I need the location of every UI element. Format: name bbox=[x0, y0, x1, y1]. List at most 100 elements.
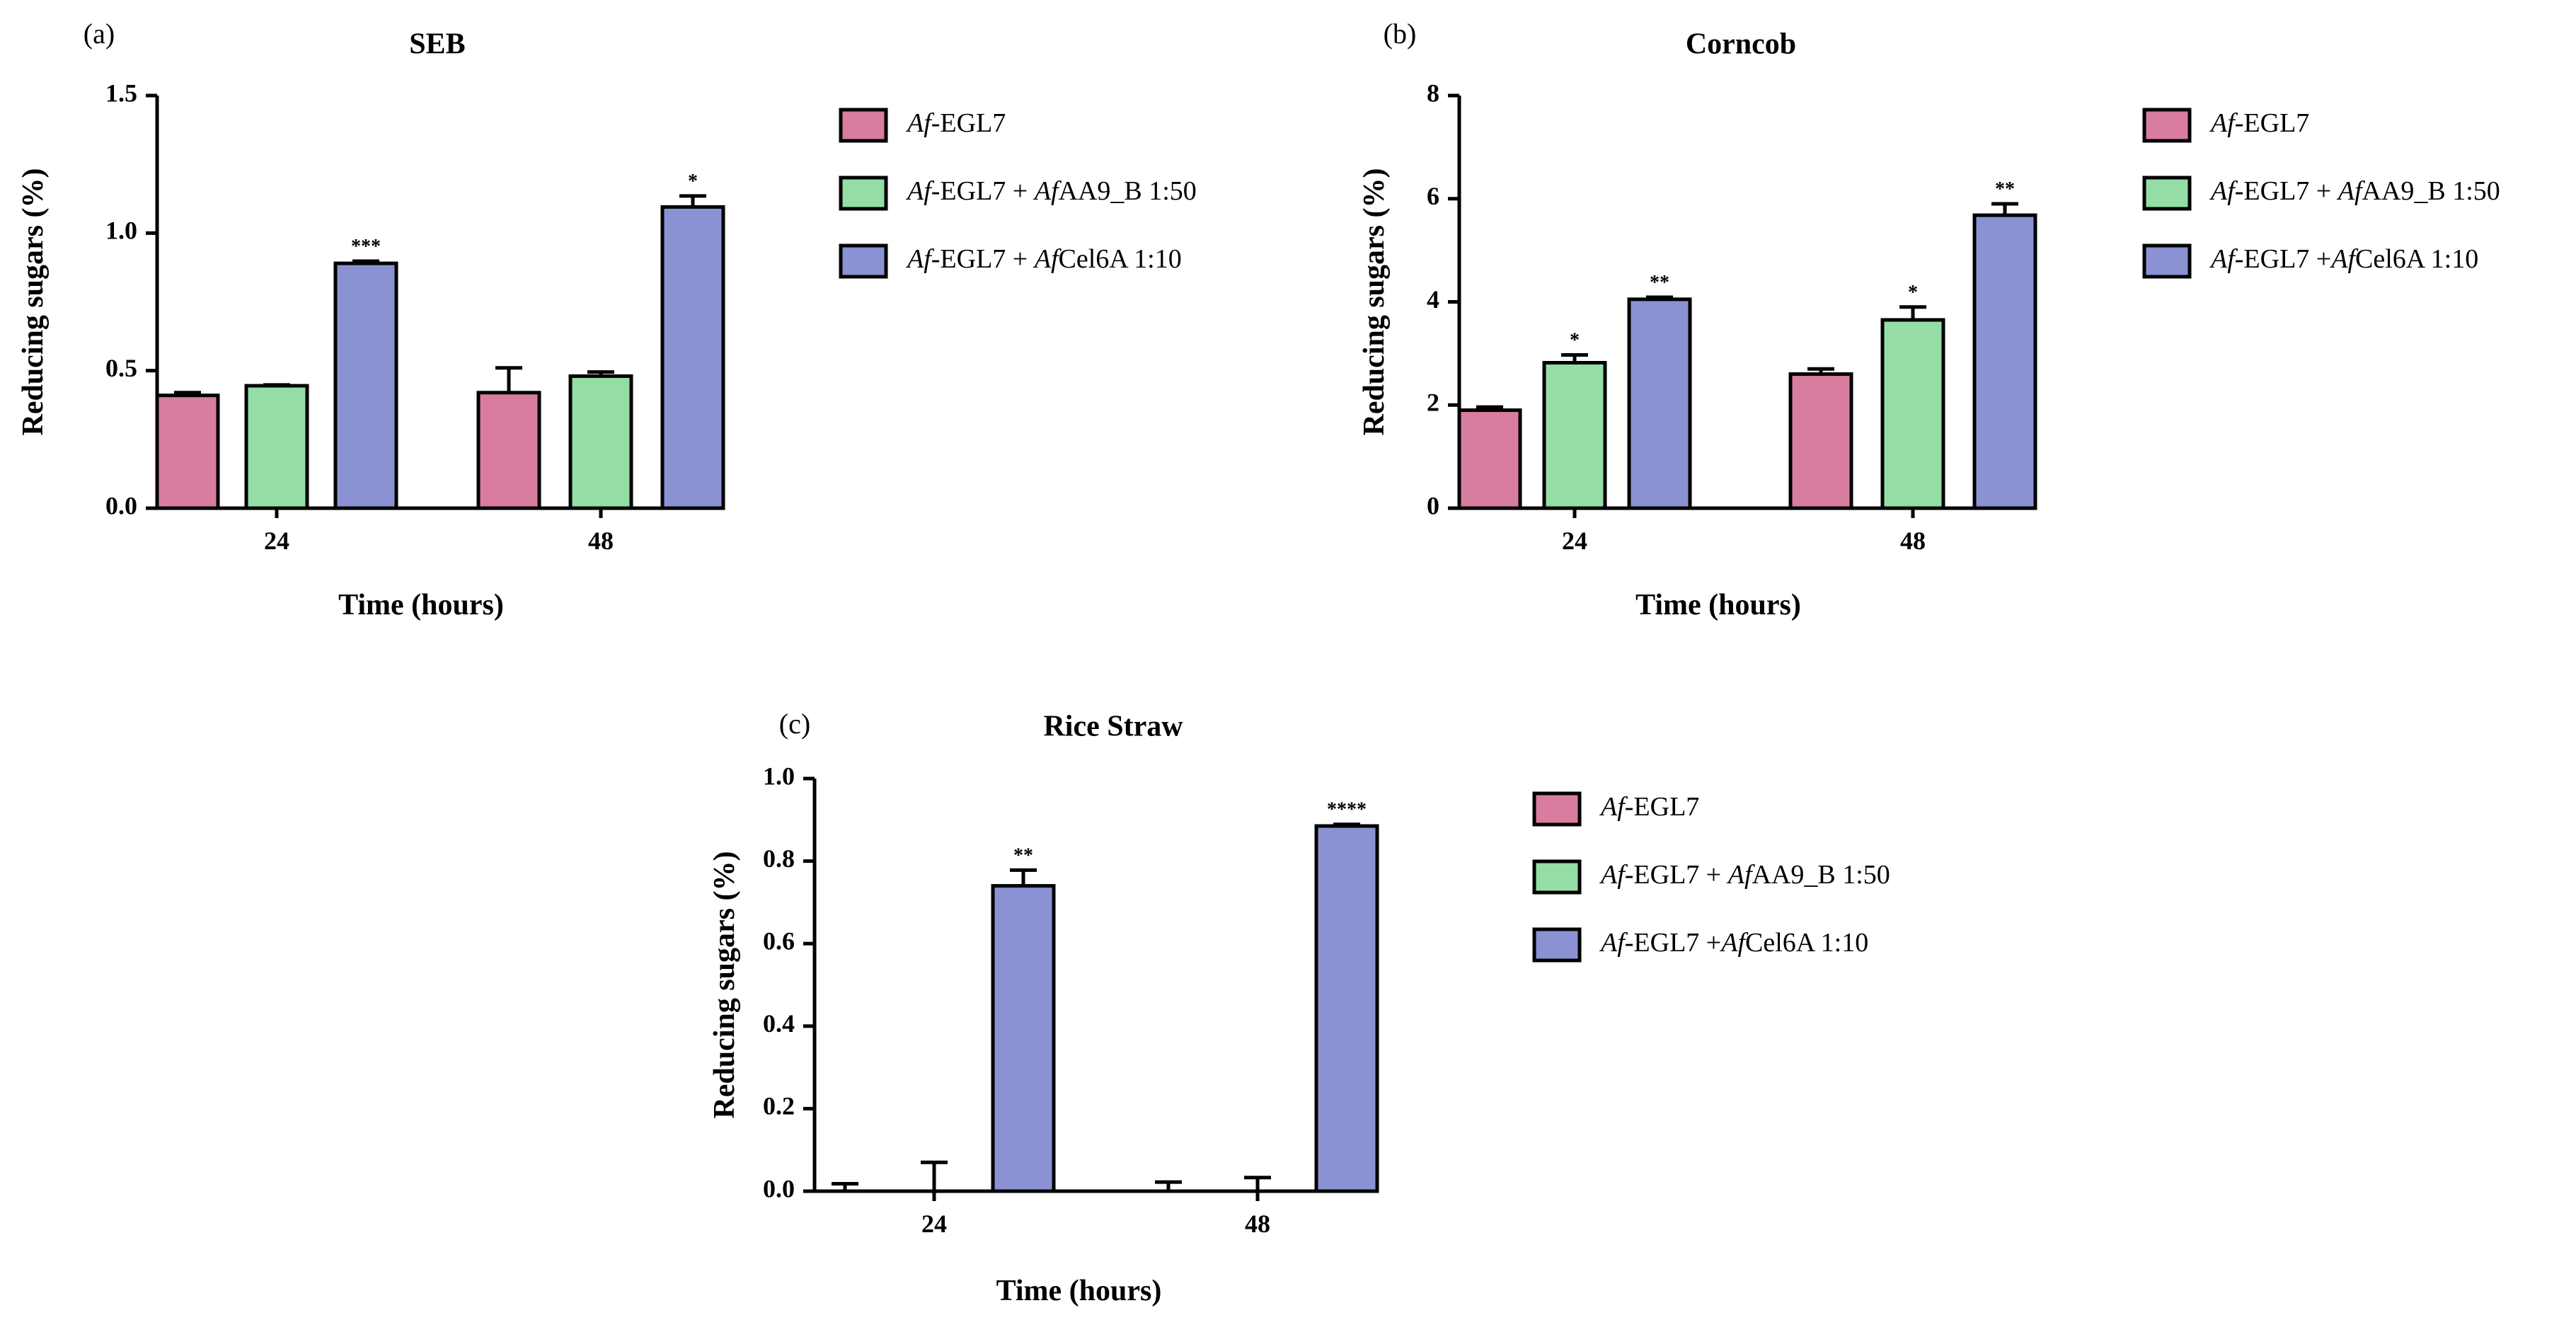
legend-label-1: Af-EGL7 bbox=[2209, 108, 2309, 138]
legend-text-part: -EGL7 + bbox=[1625, 860, 1728, 890]
legend-label-1: Af-EGL7 bbox=[905, 108, 1006, 138]
significance-marker: ** bbox=[1650, 272, 1669, 294]
significance-marker: ** bbox=[1013, 844, 1033, 866]
bar-1-48 bbox=[476, 391, 541, 510]
legend-italic-part: Af bbox=[2336, 176, 2365, 206]
legend-italic-part: Af bbox=[1033, 244, 1062, 274]
legend-text-part: -EGL7 + bbox=[2235, 176, 2338, 206]
legend-italic-part: Af bbox=[2209, 244, 2238, 274]
x-tick-label: 48 bbox=[1900, 527, 1926, 555]
y-tick-label: 0 bbox=[1427, 491, 1439, 520]
bar-1-24 bbox=[1457, 408, 1522, 510]
bar-3-24 bbox=[1627, 297, 1692, 510]
significance-marker: *** bbox=[351, 236, 381, 258]
legend-italic-part: Af bbox=[1599, 792, 1628, 822]
bar-2-24 bbox=[244, 384, 309, 510]
bar-2-48 bbox=[568, 374, 633, 510]
legend-italic-part: Af bbox=[905, 176, 934, 206]
y-tick-label: 6 bbox=[1427, 182, 1439, 210]
bar-1-24 bbox=[155, 394, 220, 510]
legend-italic-part: Af bbox=[1599, 860, 1628, 890]
panel-label: (c) bbox=[779, 708, 810, 740]
legend-label-1: Af-EGL7 bbox=[1599, 792, 1699, 822]
x-axis-title: Time (hours) bbox=[338, 589, 504, 621]
y-tick-label: 2 bbox=[1427, 389, 1439, 417]
y-tick-label: 0.0 bbox=[105, 491, 137, 520]
legend-swatch-3 bbox=[2142, 243, 2192, 279]
legend-text-part: -EGL7 + bbox=[931, 176, 1035, 206]
legend-label-2: Af-EGL7 + AfAA9_B 1:50 bbox=[2209, 176, 2500, 206]
chart-title: SEB bbox=[409, 28, 465, 61]
legend-italic-part: Af bbox=[2329, 244, 2358, 274]
significance-marker: ** bbox=[1995, 178, 2015, 200]
y-axis-title: Reducing sugars (%) bbox=[17, 168, 50, 435]
legend-italic-part: Af bbox=[1033, 176, 1062, 206]
chart-title: Corncob bbox=[1686, 28, 1796, 61]
y-tick-label: 0.8 bbox=[763, 844, 795, 873]
legend-text-part: -EGL7 + bbox=[1625, 928, 1721, 958]
legend-label-2: Af-EGL7 + AfAA9_B 1:50 bbox=[1599, 860, 1890, 890]
y-tick-label: 0.2 bbox=[763, 1092, 795, 1120]
x-tick-label: 24 bbox=[264, 527, 289, 555]
legend-swatch-1 bbox=[839, 108, 888, 143]
bar-3-48 bbox=[660, 205, 725, 510]
legend-label-3: Af-EGL7 +AfCel6A 1:10 bbox=[2209, 244, 2478, 274]
legend-italic-part: Af bbox=[905, 244, 934, 274]
legend-italic-part: Af bbox=[1719, 928, 1748, 958]
legend-italic-part: Af bbox=[2209, 108, 2238, 138]
y-tick-label: 1.5 bbox=[105, 79, 137, 107]
bar-3-24 bbox=[991, 884, 1056, 1193]
legend-swatch-1 bbox=[1532, 791, 1582, 827]
legend-text-part: AA9_B 1:50 bbox=[1059, 176, 1197, 206]
legend-text-part: Cel6A 1:10 bbox=[2355, 244, 2478, 274]
panel-label: (a) bbox=[84, 18, 115, 50]
y-tick-label: 1.0 bbox=[763, 762, 795, 790]
y-tick-label: 4 bbox=[1427, 285, 1439, 314]
legend-italic-part: Af bbox=[1726, 860, 1755, 890]
legend-text-part: Cel6A 1:10 bbox=[1059, 244, 1182, 274]
bar-3-48 bbox=[1314, 824, 1379, 1193]
legend-swatch-2 bbox=[2142, 176, 2192, 211]
bar-2-24 bbox=[1542, 360, 1607, 510]
legend-text-part: -EGL7 bbox=[2235, 108, 2310, 138]
legend-italic-part: Af bbox=[905, 108, 934, 138]
legend-label-3: Af-EGL7 + AfCel6A 1:10 bbox=[905, 244, 1182, 274]
legend-swatch-3 bbox=[1532, 927, 1582, 963]
x-tick-label: 24 bbox=[1562, 527, 1587, 555]
bar-3-24 bbox=[333, 261, 398, 510]
y-tick-label: 0.6 bbox=[763, 926, 795, 955]
significance-marker: * bbox=[1570, 330, 1580, 352]
legend-swatch-1 bbox=[2142, 108, 2192, 143]
y-tick-label: 0.5 bbox=[105, 354, 137, 382]
legend-text-part: -EGL7 bbox=[1625, 792, 1700, 822]
legend-text-part: AA9_B 1:50 bbox=[1752, 860, 1890, 890]
y-tick-label: 1.0 bbox=[105, 217, 137, 245]
legend-text-part: AA9_B 1:50 bbox=[2362, 176, 2500, 206]
significance-marker: * bbox=[688, 171, 698, 193]
x-axis-title: Time (hours) bbox=[1635, 589, 1801, 621]
legend-label-2: Af-EGL7 + AfAA9_B 1:50 bbox=[905, 176, 1197, 206]
y-tick-label: 0.0 bbox=[763, 1174, 795, 1203]
panel-label: (b) bbox=[1384, 18, 1417, 50]
bar-2-48 bbox=[1880, 318, 1945, 510]
y-axis-title: Reducing sugars (%) bbox=[708, 851, 741, 1118]
significance-marker: * bbox=[1908, 282, 1918, 304]
legend-text-part: -EGL7 + bbox=[2235, 244, 2331, 274]
legend-italic-part: Af bbox=[1599, 928, 1628, 958]
y-axis-title: Reducing sugars (%) bbox=[1358, 168, 1391, 435]
significance-marker: **** bbox=[1327, 799, 1367, 821]
x-tick-label: 48 bbox=[1245, 1210, 1270, 1238]
x-tick-label: 24 bbox=[921, 1210, 947, 1238]
legend-italic-part: Af bbox=[2209, 176, 2238, 206]
chart-rice-straw: (c) Rice Straw******0.00.20.40.60.81.024 4… bbox=[708, 708, 1890, 1307]
legend-text-part: -EGL7 bbox=[931, 108, 1006, 138]
legend-swatch-2 bbox=[839, 176, 888, 211]
legend-text-part: -EGL7 + bbox=[931, 244, 1035, 274]
legend-label-3: Af-EGL7 +AfCel6A 1:10 bbox=[1599, 928, 1868, 958]
y-tick-label: 8 bbox=[1427, 79, 1439, 107]
